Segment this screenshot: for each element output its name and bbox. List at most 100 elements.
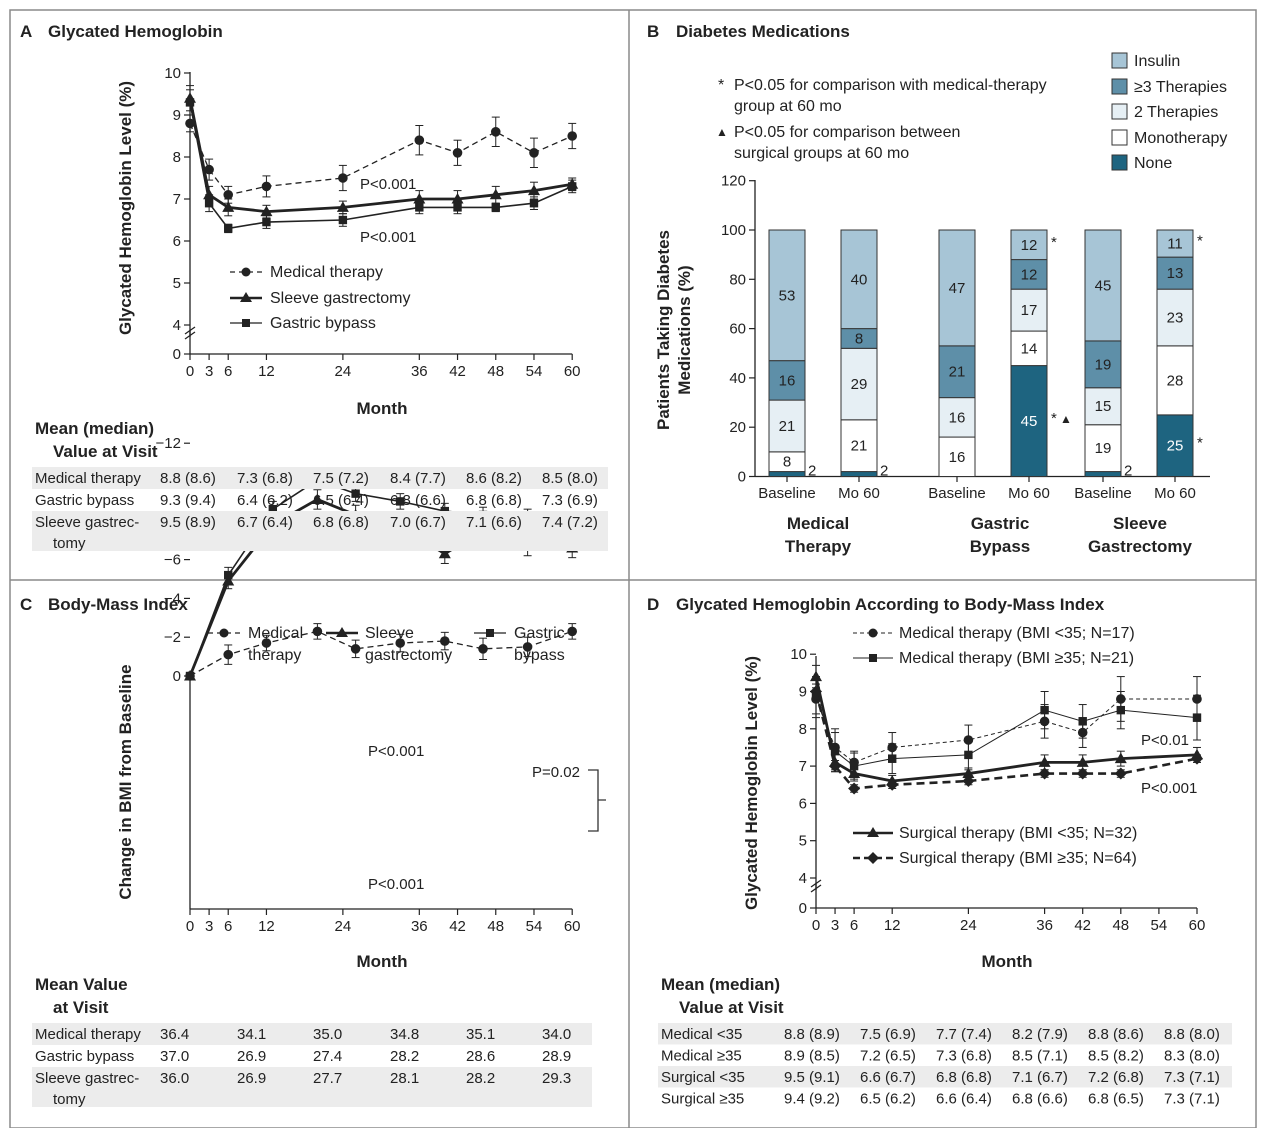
category-label: Baseline bbox=[928, 485, 986, 502]
table-row-label: Surgical <35 bbox=[661, 1069, 745, 1086]
bar-segment-insulin bbox=[938, 229, 976, 347]
y-tick-label: 10 bbox=[790, 646, 807, 663]
bar-segment-none bbox=[1156, 414, 1194, 477]
y-tick-label: 5 bbox=[799, 833, 807, 850]
category-label: Mo 60 bbox=[1154, 485, 1196, 502]
data-point bbox=[222, 201, 235, 212]
legend-marker-diamond bbox=[867, 852, 879, 864]
table-cell: 26.9 bbox=[237, 1048, 266, 1065]
y-tick-label: −12 bbox=[156, 435, 181, 452]
note-star-line-2: group at 60 mo bbox=[734, 98, 842, 115]
legend-marker-triangle bbox=[867, 827, 879, 837]
data-point bbox=[478, 644, 488, 654]
group-label-bypass-1: Gastric bbox=[971, 514, 1030, 533]
x-tick-label: 54 bbox=[526, 363, 543, 380]
y-tick-label: 9 bbox=[173, 107, 181, 124]
panel-c-letter: C bbox=[20, 595, 32, 614]
legend-label-bypass: Gastric bypass bbox=[270, 315, 376, 332]
note-star-line-1: P<0.05 for comparison with medical-thera… bbox=[734, 77, 1047, 94]
bar-label-insulin: 11 bbox=[1167, 236, 1183, 253]
series-circle bbox=[185, 623, 577, 681]
bar-segment-insulin bbox=[768, 229, 806, 362]
panel-b-legend: Insulin ≥3 Therapies 2 Therapies Monothe… bbox=[1111, 52, 1227, 172]
legend-label-medical-2: therapy bbox=[248, 647, 301, 664]
bar-label-none: 2 bbox=[1124, 463, 1132, 480]
table-cell: 7.2 (6.5) bbox=[860, 1048, 916, 1065]
data-point bbox=[829, 760, 842, 773]
data-point bbox=[204, 199, 214, 208]
panel-c-pvalue-surgical: P<0.001 bbox=[368, 876, 424, 893]
group-label-medical-1: Medical bbox=[787, 514, 849, 533]
data-point bbox=[396, 497, 405, 506]
legend-marker-triangle bbox=[336, 627, 348, 637]
series-triangle bbox=[184, 85, 579, 219]
legend-swatch-none bbox=[1111, 154, 1128, 171]
table-row-label: Medical ≥35 bbox=[661, 1048, 742, 1065]
panel-b-notes: * P<0.05 for comparison with medical-the… bbox=[716, 77, 1047, 162]
table-cell: 8.2 (7.9) bbox=[1012, 1026, 1068, 1043]
data-point bbox=[962, 775, 975, 788]
data-point bbox=[1038, 767, 1051, 780]
table-cell: 7.3 (7.1) bbox=[1164, 1091, 1220, 1108]
data-point bbox=[568, 182, 577, 191]
data-point bbox=[224, 570, 233, 580]
data-point bbox=[1114, 767, 1127, 780]
y-tick-label: 0 bbox=[173, 668, 181, 685]
bar-segment-none bbox=[768, 471, 806, 478]
data-point bbox=[338, 215, 348, 225]
y-tick-label: 4 bbox=[799, 870, 807, 887]
bar-segment-ge3-therapies bbox=[1156, 256, 1194, 290]
y-tick-label: −2 bbox=[164, 629, 181, 646]
data-point bbox=[964, 750, 973, 760]
x-tick-label: 42 bbox=[449, 918, 466, 935]
bar-label-2-therapies: 23 bbox=[1167, 310, 1184, 327]
y-tick-label: 4 bbox=[173, 317, 181, 334]
panel-d-pvalue-surgical: P<0.001 bbox=[1141, 780, 1197, 797]
panel-b-plot: 02040608010012028211653Baseline22129840M… bbox=[721, 173, 1210, 502]
bar-segment-none bbox=[840, 471, 878, 478]
table-cell: 35.0 bbox=[313, 1026, 342, 1043]
data-point bbox=[1191, 752, 1203, 765]
data-point bbox=[224, 224, 233, 233]
panel-d-pvalue-medical: P<0.01 bbox=[1141, 732, 1189, 749]
data-point bbox=[312, 626, 323, 637]
figure-frame bbox=[9, 9, 1257, 1128]
bar-label-none: 45 bbox=[1021, 413, 1038, 430]
x-tick-label: 36 bbox=[411, 363, 428, 380]
bar-0: 28 21 16 53 Baseline bbox=[758, 229, 816, 502]
series-line bbox=[814, 676, 1198, 783]
category-label: Mo 60 bbox=[1008, 485, 1050, 502]
data-point bbox=[438, 547, 451, 559]
data-point bbox=[262, 217, 271, 227]
legend-label-two: 2 Therapies bbox=[1134, 104, 1218, 121]
panel-a-table: Mean (median) Value at Visit Medical thera… bbox=[32, 419, 608, 552]
data-point bbox=[491, 203, 500, 212]
data-point bbox=[1078, 717, 1087, 726]
bar-segment-insulin bbox=[1156, 229, 1194, 258]
group-label-sleeve-2: Gastrectomy bbox=[1088, 537, 1192, 556]
table-cell: 6.8 (6.5) bbox=[1088, 1091, 1144, 1108]
x-tick-label: 60 bbox=[564, 363, 581, 380]
y-tick-label: 100 bbox=[721, 222, 746, 239]
data-point bbox=[1114, 752, 1127, 764]
category-label: Baseline bbox=[1074, 485, 1132, 502]
table-cell: 6.8 (6.8) bbox=[466, 492, 522, 509]
y-tick-label: 7 bbox=[173, 191, 181, 208]
y-tick-label: 60 bbox=[729, 321, 746, 338]
y-tick-label: 10 bbox=[164, 65, 181, 82]
bar-segment-monotherapy bbox=[1084, 424, 1122, 473]
series-square bbox=[811, 676, 1202, 780]
bar-label-none: 25 bbox=[1167, 438, 1184, 455]
table-cell: 34.8 bbox=[390, 1026, 419, 1043]
panel-d-legend: Medical therapy (BMI <35; N=17) Medical … bbox=[853, 625, 1137, 867]
legend-label-insulin: Insulin bbox=[1134, 53, 1180, 70]
significance-star: * bbox=[1051, 234, 1057, 251]
bar-label-2-therapies: 17 bbox=[1021, 302, 1038, 319]
table-header-line-1: Mean (median) bbox=[661, 975, 780, 994]
legend-label-medical-high: Medical therapy (BMI ≥35; N=21) bbox=[899, 650, 1134, 667]
data-point bbox=[962, 767, 975, 779]
significance-star: * bbox=[1051, 410, 1057, 427]
table-cell: 6.8 (6.6) bbox=[390, 492, 446, 509]
bar-label-monotherapy: 8 bbox=[783, 454, 791, 471]
